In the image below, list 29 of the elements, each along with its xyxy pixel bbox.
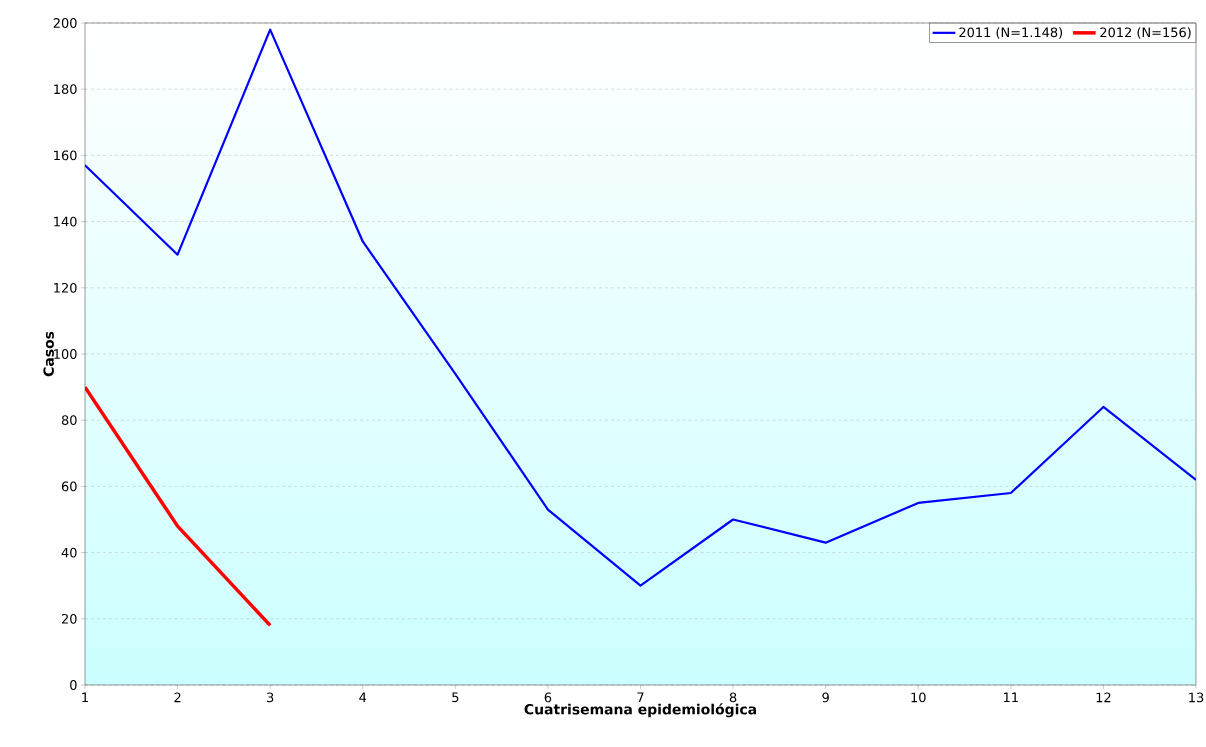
x-tick-label: 2 [174, 692, 181, 703]
x-tick-label: 5 [452, 692, 459, 703]
x-tick-label: 11 [1004, 692, 1018, 702]
y-tick-label: 100 [54, 349, 77, 359]
x-tick-label: 3 [267, 692, 274, 703]
x-tick-label: 9 [822, 692, 829, 703]
x-tick-label: 10 [911, 692, 926, 703]
line-series [85, 28, 1196, 587]
y-tick-label: 180 [54, 84, 77, 95]
y-tick-label: 0 [70, 680, 77, 690]
x-tick-label: 7 [637, 692, 644, 702]
x-tick-label: 13 [1189, 692, 1204, 703]
x-tick-label: 1 [82, 692, 88, 702]
y-tick-label: 20 [61, 613, 77, 624]
y-tick-label: 60 [61, 481, 77, 492]
legend-label: 2011 (N=1.148) [959, 27, 1063, 39]
y-tick-label: 200 [53, 18, 77, 28]
x-tick-label: 8 [729, 692, 737, 703]
x-tick-label: 6 [544, 692, 552, 703]
y-axis-title: Casos [43, 331, 54, 377]
y-tick-label: 120 [54, 282, 77, 293]
x-tick-label: 4 [359, 692, 367, 702]
y-tick-label: 80 [61, 415, 77, 426]
x-tick-label: 12 [1096, 692, 1111, 703]
x-axis-title: Cuatrisemana epidemiológica [524, 703, 757, 718]
y-tick-label: 140 [54, 216, 77, 227]
y-tick-label: 40 [61, 547, 77, 558]
y-tick-label: 160 [54, 150, 77, 161]
legend-label: 2012 (N=156) [1100, 27, 1191, 39]
